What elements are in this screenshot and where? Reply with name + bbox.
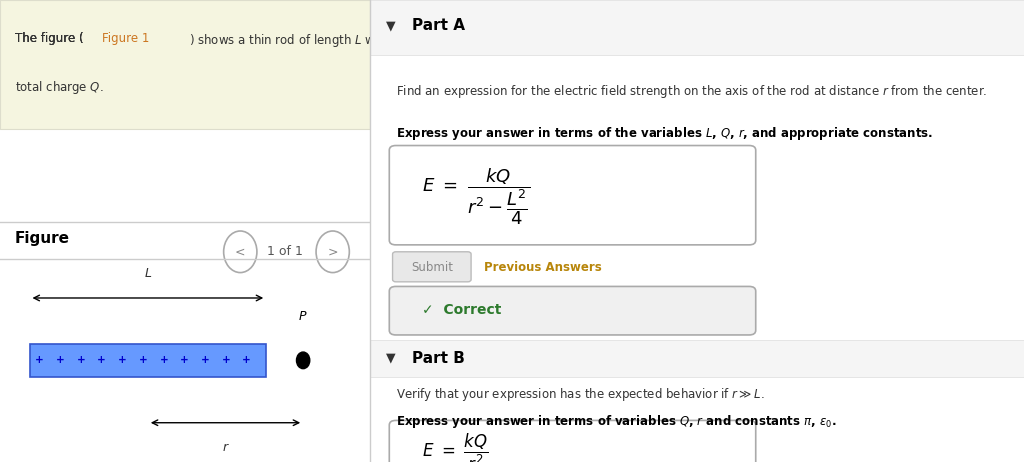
Text: +: + [77,355,85,365]
Text: Find an expression for the electric field strength on the axis of the rod at dis: Find an expression for the electric fiel… [396,83,987,100]
Text: +: + [180,355,188,365]
Text: $E\ =\ \dfrac{kQ}{r^2}$: $E\ =\ \dfrac{kQ}{r^2}$ [422,432,488,462]
Text: +: + [97,355,106,365]
Text: >: > [328,245,338,258]
Text: The figure (: The figure ( [14,32,83,45]
Circle shape [297,352,310,369]
FancyBboxPatch shape [0,129,370,462]
Text: <: < [236,245,246,258]
Text: Express your answer in terms of the variables $L$, $Q$, $r$, and appropriate con: Express your answer in terms of the vari… [396,125,933,142]
Text: $L$: $L$ [143,267,152,280]
FancyBboxPatch shape [30,344,266,377]
Text: +: + [118,355,127,365]
Text: $P$: $P$ [298,310,308,323]
Text: +: + [138,355,147,365]
Text: Express your answer in terms of variables $Q$, $r$ and constants $\pi$, $\vareps: Express your answer in terms of variable… [396,413,837,431]
Text: +: + [35,355,44,365]
Text: Figure: Figure [14,231,70,246]
FancyBboxPatch shape [392,252,471,282]
Text: The figure (: The figure ( [14,32,83,45]
FancyBboxPatch shape [0,0,370,129]
Text: +: + [201,355,210,365]
Text: ✓  Correct: ✓ Correct [422,304,502,317]
Text: Previous Answers: Previous Answers [484,261,602,274]
Text: ) shows a thin rod of length $L$ with: ) shows a thin rod of length $L$ with [188,32,390,49]
Text: +: + [243,355,251,365]
Text: +: + [221,355,230,365]
Text: The figure (: The figure ( [14,32,83,45]
Text: Verify that your expression has the expected behavior if $r \gg L$.: Verify that your expression has the expe… [396,386,765,403]
Text: +: + [56,355,65,365]
FancyBboxPatch shape [370,340,1024,377]
Text: ▼: ▼ [386,352,395,365]
Text: Figure 1: Figure 1 [101,32,150,45]
Text: ▼: ▼ [386,19,395,32]
Text: total charge $Q$.: total charge $Q$. [14,79,103,96]
Text: Submit: Submit [411,261,453,274]
Text: 1 of 1: 1 of 1 [266,245,302,258]
Text: $E\ =\ \dfrac{kQ}{r^2 - \dfrac{L^2}{4}}$: $E\ =\ \dfrac{kQ}{r^2 - \dfrac{L^2}{4}}$ [422,166,530,226]
Text: $r$: $r$ [221,441,229,454]
Text: Part A: Part A [413,18,465,33]
FancyBboxPatch shape [389,420,756,462]
Text: Part B: Part B [413,351,465,365]
FancyBboxPatch shape [389,286,756,335]
Text: +: + [160,355,168,365]
FancyBboxPatch shape [370,0,1024,55]
FancyBboxPatch shape [389,146,756,245]
